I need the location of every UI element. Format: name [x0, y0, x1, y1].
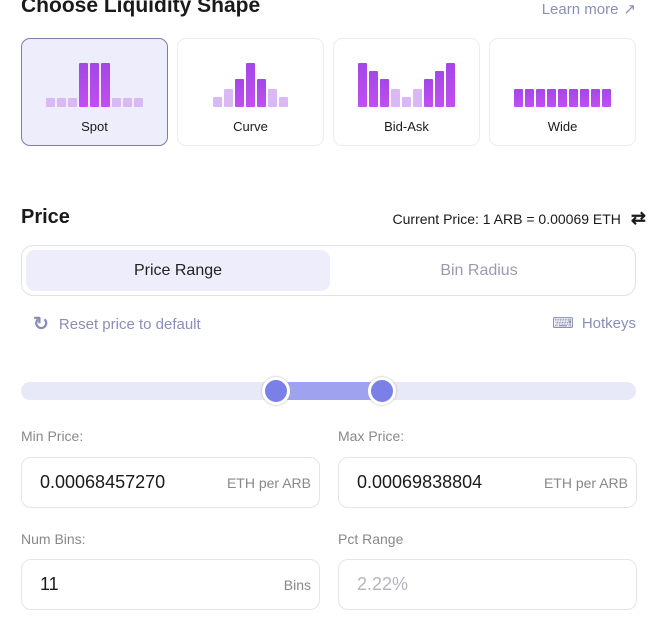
- learn-more-label: Learn more: [541, 0, 619, 18]
- min-price-unit: ETH per ARB: [226, 474, 311, 491]
- price-range-slider[interactable]: [21, 377, 636, 405]
- shape-label: Curve: [233, 119, 268, 134]
- shape-bar: [213, 97, 222, 107]
- max-price-unit: ETH per ARB: [543, 474, 628, 491]
- shape-label: Spot: [81, 119, 108, 134]
- min-price-input[interactable]: 0.00068457270 ETH per ARB: [21, 457, 320, 508]
- shape-bar: [101, 63, 110, 107]
- shape-bar: [413, 89, 422, 107]
- bid-ask-shape-icon: [358, 61, 455, 107]
- keyboard-icon: ⌨: [552, 315, 574, 332]
- slider-range-fill: [276, 382, 382, 400]
- tab-price-range[interactable]: Price Range: [26, 250, 330, 291]
- shape-bar: [268, 89, 277, 107]
- num-bins-label: Num Bins:: [21, 531, 86, 547]
- spot-shape-icon: [46, 61, 143, 107]
- max-price-label: Max Price:: [338, 428, 405, 444]
- current-price-text: Current Price: 1 ARB = 0.00069 ETH: [392, 210, 621, 227]
- shape-bar: [536, 89, 545, 107]
- external-link-icon: ↗: [623, 1, 636, 18]
- shape-bar: [514, 89, 523, 107]
- slider-min-handle[interactable]: [262, 377, 291, 405]
- shape-bar: [591, 89, 600, 107]
- shape-bar: [279, 97, 288, 107]
- max-price-input[interactable]: 0.00069838804 ETH per ARB: [338, 457, 637, 508]
- shape-bar: [380, 79, 389, 107]
- learn-more-link[interactable]: Learn more ↗: [541, 0, 636, 19]
- max-price-value: 0.00069838804: [357, 472, 483, 492]
- shape-bar: [580, 89, 589, 107]
- min-price-label: Min Price:: [21, 428, 84, 444]
- shape-card-spot[interactable]: Spot: [21, 38, 168, 146]
- shape-card-wide[interactable]: Wide: [489, 38, 636, 146]
- section-title: Choose Liquidity Shape: [21, 0, 261, 17]
- shape-bar: [446, 63, 455, 107]
- shape-bar: [57, 98, 66, 107]
- shape-bar: [369, 71, 378, 107]
- shape-label: Bid-Ask: [384, 119, 429, 134]
- shape-label: Wide: [547, 119, 578, 134]
- hotkeys-label: Hotkeys: [581, 314, 636, 332]
- num-bins-input[interactable]: 11 Bins: [21, 559, 320, 610]
- pct-range-value: 2.22%: [357, 574, 409, 594]
- shape-card-curve[interactable]: Curve: [177, 38, 324, 146]
- shape-bar: [257, 79, 266, 107]
- price-mode-toggle: Price Range Bin Radius: [21, 245, 636, 296]
- shape-bar: [134, 98, 143, 107]
- hotkeys-button[interactable]: ⌨ Hotkeys: [552, 314, 636, 333]
- shape-bar: [79, 63, 88, 107]
- shape-bar: [402, 97, 411, 107]
- shape-bar: [569, 89, 578, 107]
- shape-bar: [68, 98, 77, 107]
- pct-range-input: 2.22%: [338, 559, 637, 610]
- wide-shape-icon: [514, 61, 611, 107]
- shape-bar: [123, 98, 132, 107]
- num-bins-unit: Bins: [283, 576, 311, 593]
- shape-bar: [525, 89, 534, 107]
- min-price-value: 0.00068457270: [40, 472, 166, 492]
- shape-bar: [246, 63, 255, 107]
- shape-bar: [46, 98, 55, 107]
- shape-bar: [112, 98, 121, 107]
- shape-card-bid-ask[interactable]: Bid-Ask: [333, 38, 480, 146]
- shape-bar: [558, 89, 567, 107]
- shape-bar: [224, 89, 233, 107]
- pct-range-label: Pct Range: [338, 531, 404, 547]
- reset-price-button[interactable]: ↻ Reset price to default: [33, 313, 201, 336]
- shape-bar: [235, 79, 244, 107]
- shape-bar: [435, 71, 444, 107]
- swap-icon[interactable]: ⇄: [630, 208, 646, 228]
- reset-label: Reset price to default: [58, 316, 201, 333]
- shape-bar: [358, 63, 367, 107]
- tab-bin-radius[interactable]: Bin Radius: [440, 261, 518, 279]
- slider-max-handle[interactable]: [368, 377, 396, 405]
- shape-bar: [602, 89, 611, 107]
- shape-bar: [424, 79, 433, 107]
- shape-bar: [391, 89, 400, 107]
- refresh-icon: ↻: [33, 314, 49, 335]
- price-heading: Price: [21, 206, 70, 228]
- shape-bar: [90, 63, 99, 107]
- current-price: Current Price: 1 ARB = 0.00069 ETH ⇄: [393, 208, 646, 229]
- shape-bar: [547, 89, 556, 107]
- num-bins-value: 11: [40, 574, 59, 594]
- curve-shape-icon: [213, 61, 288, 107]
